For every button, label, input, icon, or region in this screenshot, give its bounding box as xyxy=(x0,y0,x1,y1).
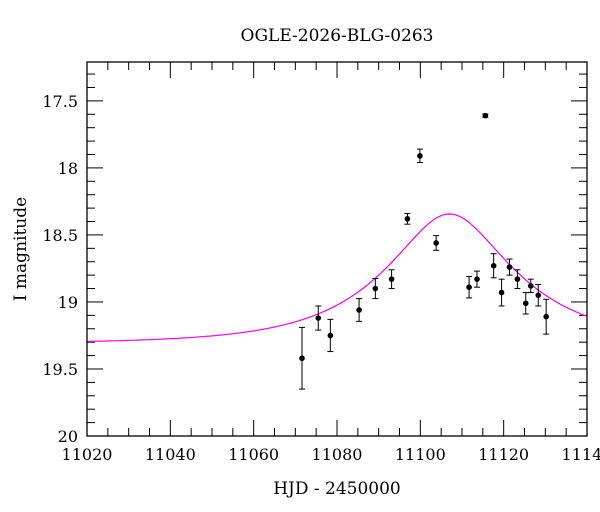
point-marker xyxy=(433,240,439,246)
chart-title: OGLE-2026-BLG-0263 xyxy=(241,26,434,46)
point-marker xyxy=(482,112,489,119)
model-curve xyxy=(87,213,588,342)
point-marker xyxy=(506,264,513,270)
data-point xyxy=(474,270,480,288)
data-point xyxy=(535,284,542,307)
point-marker xyxy=(490,262,497,269)
data-point xyxy=(514,269,521,290)
point-marker xyxy=(299,355,305,362)
y-tick-label: 19.5 xyxy=(42,360,78,379)
data-point xyxy=(356,298,363,322)
data-point xyxy=(522,292,529,315)
x-tick-label: 11080 xyxy=(312,445,363,464)
data-point xyxy=(543,298,550,335)
point-marker xyxy=(417,153,423,159)
x-tick-label: 11140 xyxy=(562,445,600,464)
point-marker xyxy=(514,276,521,282)
data-point xyxy=(490,253,497,279)
point-marker xyxy=(315,315,322,321)
data-point xyxy=(388,269,395,290)
model-curve-group xyxy=(87,213,588,342)
point-marker xyxy=(372,285,379,292)
point-marker xyxy=(498,289,505,296)
point-marker xyxy=(356,307,362,313)
data-points xyxy=(299,112,550,390)
data-point xyxy=(416,148,423,164)
data-point xyxy=(527,278,534,294)
data-point xyxy=(404,212,411,225)
x-tick-label: 11120 xyxy=(478,445,529,464)
point-marker xyxy=(327,332,334,339)
y-tick-label: 19 xyxy=(58,293,78,312)
data-point xyxy=(433,235,440,251)
x-axis-label: HJD - 2450000 xyxy=(273,479,401,499)
x-tick-label: 11040 xyxy=(145,445,196,464)
data-point xyxy=(466,275,473,299)
point-marker xyxy=(474,276,480,282)
y-axis-label: I magnitude xyxy=(11,197,31,301)
plot-frame xyxy=(86,61,588,437)
y-tick-label: 18.5 xyxy=(42,226,78,245)
data-point xyxy=(498,278,505,307)
point-marker xyxy=(543,313,549,320)
data-point xyxy=(482,112,489,119)
y-tick-label: 20 xyxy=(58,427,78,446)
x-tick-label: 11060 xyxy=(228,445,279,464)
y-tick-label: 18 xyxy=(58,159,78,178)
data-point xyxy=(299,326,305,390)
data-point xyxy=(506,258,513,276)
y-tick-label: 17.5 xyxy=(42,92,78,111)
x-tick-label: 11100 xyxy=(395,445,446,464)
data-point xyxy=(372,277,379,300)
point-marker xyxy=(404,216,411,222)
point-marker xyxy=(388,276,395,282)
point-marker xyxy=(535,292,542,299)
point-marker xyxy=(527,283,534,289)
data-point xyxy=(327,318,334,353)
point-marker xyxy=(522,300,529,307)
x-tick-label: 11020 xyxy=(62,445,113,464)
data-point xyxy=(315,305,322,331)
point-marker xyxy=(466,284,472,291)
axis-ticks: 11020 11040 11060 11080 11100 11120 11140 17.5 1… xyxy=(42,62,600,464)
